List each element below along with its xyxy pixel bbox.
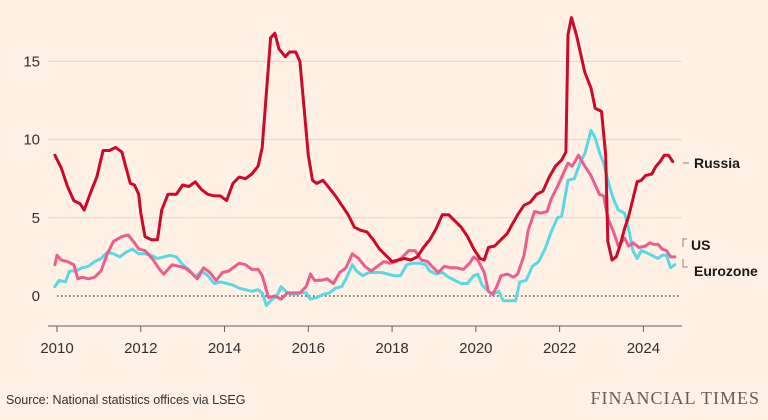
x-tick-label-2016: 2016 xyxy=(292,340,325,357)
leader-eurozone xyxy=(682,259,688,268)
x-tick-label-2022: 2022 xyxy=(543,340,576,357)
series-label-eurozone: Eurozone xyxy=(694,263,758,279)
series-line-eurozone xyxy=(53,128,677,307)
series-line-russia xyxy=(53,16,675,264)
series-label-russia: Russia xyxy=(694,155,740,171)
x-tick-label-2024: 2024 xyxy=(627,340,660,357)
y-axis-ticks: 0 5 10 15 xyxy=(23,53,40,305)
x-tick-label-2018: 2018 xyxy=(375,340,408,357)
y-tick-label-15: 15 xyxy=(23,53,40,70)
series-label-us: US xyxy=(691,237,710,253)
x-axis: 2010 2012 2014 2016 2018 2020 2022 2024 xyxy=(40,325,682,357)
y-tick-label-10: 10 xyxy=(23,132,40,149)
x-tick-label-2012: 2012 xyxy=(124,340,157,357)
series-lines xyxy=(53,16,677,307)
gridlines xyxy=(48,60,682,297)
y-tick-label-0: 0 xyxy=(32,288,40,305)
x-tick-label-2020: 2020 xyxy=(459,340,492,357)
ft-brand-logo: FINANCIAL TIMES xyxy=(590,388,760,408)
y-tick-label-5: 5 xyxy=(32,210,40,227)
series-line-us xyxy=(53,153,677,301)
source-note: Source: National statistics offices via … xyxy=(6,393,246,407)
x-tick-label-2010: 2010 xyxy=(40,340,73,357)
x-tick-label-2014: 2014 xyxy=(208,340,241,357)
leader-us xyxy=(682,238,687,247)
series-labels: Russia US Eurozone xyxy=(682,155,758,279)
